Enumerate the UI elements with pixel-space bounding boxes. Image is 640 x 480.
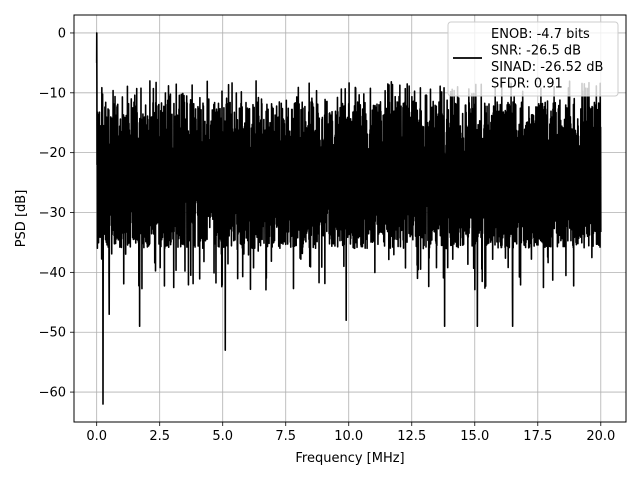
x-tick-label: 7.5 <box>275 429 296 444</box>
y-axis-label: PSD [dB] <box>14 190 29 248</box>
y-tick-label: −20 <box>39 146 66 161</box>
legend-entry-sfdr: SFDR: 0.91 <box>491 77 563 92</box>
y-axis-ticks: 0 −10 −20 −30 −40 −50 −60 <box>39 26 74 401</box>
y-tick-label: −30 <box>39 206 66 221</box>
legend-entry-enob: ENOB: -4.7 bits <box>491 27 590 42</box>
x-axis-label: Frequency [MHz] <box>295 451 404 466</box>
plot-frame <box>73 14 627 423</box>
y-tick-label: −10 <box>39 86 66 101</box>
x-tick-label: 0.0 <box>86 429 107 444</box>
y-tick-label: −40 <box>39 266 66 281</box>
x-tick-label: 2.5 <box>149 429 170 444</box>
y-tick-label: −60 <box>39 386 66 401</box>
y-tick-label: −50 <box>39 326 66 341</box>
x-tick-label: 15.0 <box>460 429 489 444</box>
psd-trace-path <box>95 32 602 405</box>
x-tick-label: 17.5 <box>523 429 552 444</box>
x-tick-label: 12.5 <box>397 429 426 444</box>
legend: ENOB: -4.7 bits SNR: -26.5 dB SINAD: -26… <box>447 21 619 97</box>
x-tick-label: 10.0 <box>334 429 363 444</box>
x-axis-ticks: 0.0 2.5 5.0 7.5 10.0 12.5 15.0 17.5 20.0 <box>86 422 615 444</box>
x-tick-label: 20.0 <box>586 429 615 444</box>
legend-entry-snr: SNR: -26.5 dB <box>491 44 581 59</box>
legend-entry-sinad: SINAD: -26.52 dB <box>491 60 603 75</box>
y-tick-label: 0 <box>58 26 66 41</box>
psd-trace <box>95 32 602 405</box>
legend-box <box>447 21 619 97</box>
x-tick-label: 5.0 <box>212 429 233 444</box>
